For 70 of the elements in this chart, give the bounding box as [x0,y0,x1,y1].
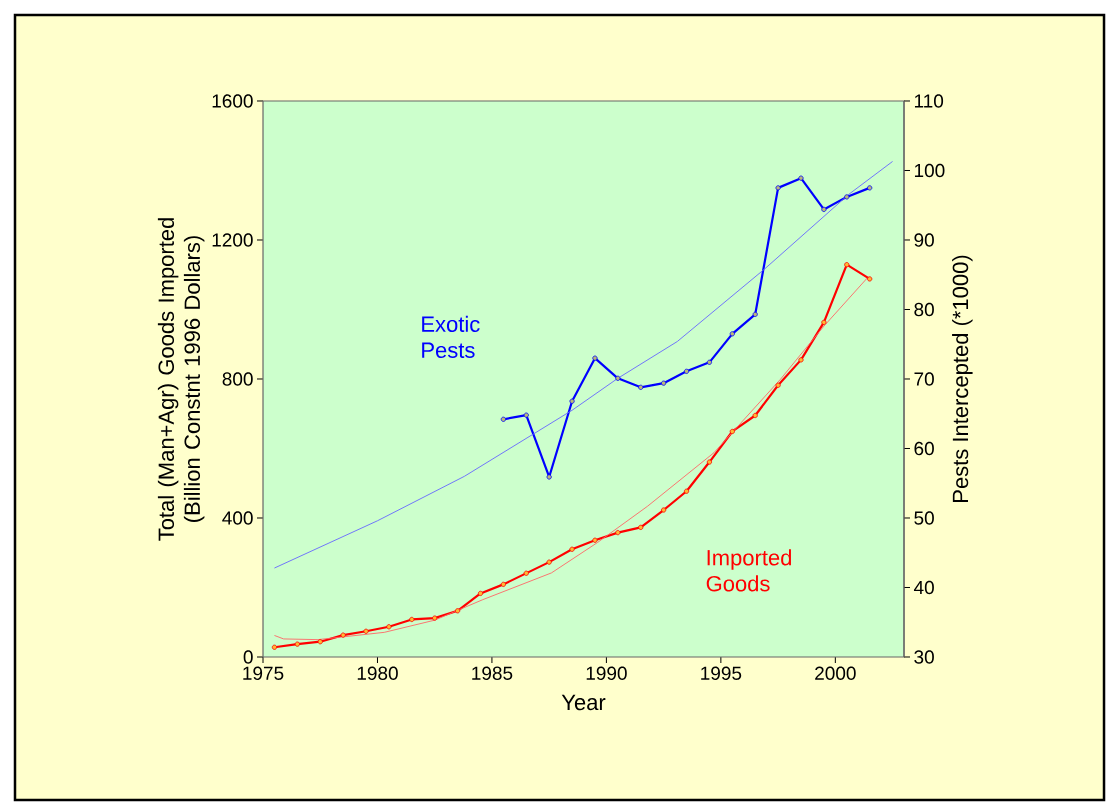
y2-axis-title: Pests Intercepted (*1000) [952,255,973,502]
point [569,398,575,404]
x-tick-label: 1995 [701,666,742,680]
point [615,375,621,381]
y2-tick-label: 40 [913,580,934,595]
x-tick-label: 1985 [472,666,513,680]
text: Exotic Pests [422,315,480,358]
point [523,412,529,418]
point [569,546,575,552]
y-tick-label: 1600 [212,94,253,108]
point [821,319,827,325]
point [683,488,690,494]
point [844,262,850,268]
point [317,639,323,645]
point [615,530,621,536]
point [500,581,506,587]
y2-tick-label: 60 [914,441,934,456]
point [752,412,758,419]
y2-tick-label: 110 [914,94,944,108]
y-tick-label: 1200 [212,233,253,247]
point [798,357,804,363]
y2-tick-label: 100 [914,163,945,178]
y-axis-title: Total (Man+Agr) Goods Imported (Billion Constnt 1996 Dollars) [157,218,205,541]
point [340,632,346,638]
point [775,185,781,191]
point [752,311,758,317]
point [455,608,461,614]
x-axis-title: Year [561,694,606,711]
point [546,474,552,480]
point [500,416,506,422]
point [592,355,598,361]
y-tick-label: 400 [222,511,253,525]
point [271,644,278,650]
point [844,194,850,200]
point [661,507,667,513]
point [683,368,690,374]
x-tick-label: 2000 [815,666,856,680]
point [867,276,873,282]
point [706,459,713,465]
point [729,331,735,337]
line-series [274,161,894,569]
point [638,524,644,530]
y-tick-label: 0 [243,650,253,664]
point [294,641,300,647]
point [729,428,735,435]
text: Imported Goods [706,549,791,592]
x-tick-label: 1980 [357,666,398,680]
x-tick-label: 1990 [586,666,627,680]
point [386,624,392,630]
point [821,206,827,213]
y2-tick-label: 70 [914,372,934,386]
point [477,590,484,596]
y2-tick-label: 80 [914,302,934,317]
point [592,537,598,543]
point [706,359,713,365]
point [363,628,369,634]
y2-tick-label: 90 [914,233,934,247]
point [432,615,438,621]
y2-tick-label: 50 [914,511,934,525]
point [409,616,415,623]
point [867,185,873,191]
point [775,382,781,388]
point [798,175,804,181]
point [546,559,552,565]
point [638,384,644,390]
y2-tick-label: 30 [914,650,934,664]
y-tick-label: 800 [222,372,253,386]
x-tick-label: 1975 [243,666,284,680]
point [523,570,529,576]
point [661,380,667,386]
